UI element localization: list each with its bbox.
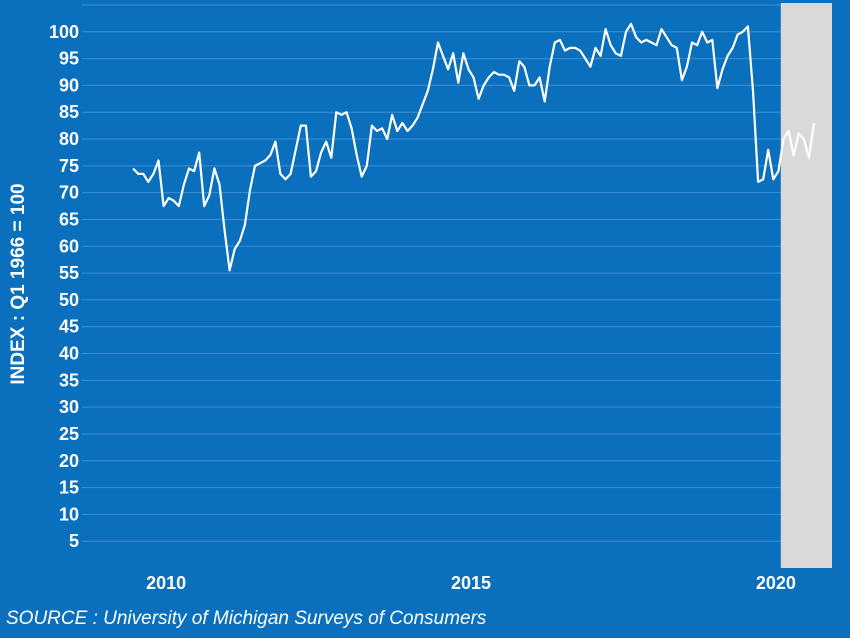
x-tick-label: 2020 bbox=[756, 573, 796, 593]
x-tick-label: 2010 bbox=[146, 573, 186, 593]
y-tick-label: 70 bbox=[59, 183, 79, 203]
y-axis-tick-labels: 5 10 15 20 25 30 35 40 45 50 55 60 65 70 75 80 85 90 95 100 bbox=[49, 22, 79, 551]
y-tick-label: 85 bbox=[59, 102, 79, 122]
y-tick-label: 10 bbox=[59, 504, 79, 524]
x-axis-tick-labels: 2010 2015 2020 bbox=[146, 573, 796, 593]
series-line bbox=[132, 22, 816, 272]
y-tick-label: 95 bbox=[59, 49, 79, 69]
recession-band bbox=[780, 3, 832, 568]
y-tick-label: 80 bbox=[59, 129, 79, 149]
y-tick-label: 25 bbox=[59, 424, 79, 444]
y-tick-label: 5 bbox=[69, 531, 79, 551]
y-tick-label: 60 bbox=[59, 236, 79, 256]
y-tick-label: 35 bbox=[59, 370, 79, 390]
y-tick-label: 20 bbox=[59, 451, 79, 471]
y-tick-label: 90 bbox=[59, 75, 79, 95]
y-tick-label: 50 bbox=[59, 290, 79, 310]
x-tick-label: 2015 bbox=[451, 573, 491, 593]
y-tick-label: 55 bbox=[59, 263, 79, 283]
y-axis-title: INDEX : Q1 1966 = 100 bbox=[8, 183, 29, 384]
y-tick-label: 45 bbox=[59, 317, 79, 337]
y-tick-label: 75 bbox=[59, 156, 79, 176]
y-tick-label: 30 bbox=[59, 397, 79, 417]
gridlines bbox=[82, 4, 832, 542]
y-tick-label: 100 bbox=[49, 22, 79, 42]
source-note: SOURCE : University of Michigan Surveys … bbox=[6, 608, 487, 629]
y-tick-label: 40 bbox=[59, 344, 79, 364]
y-tick-label: 15 bbox=[59, 478, 79, 498]
y-tick-label: 65 bbox=[59, 209, 79, 229]
